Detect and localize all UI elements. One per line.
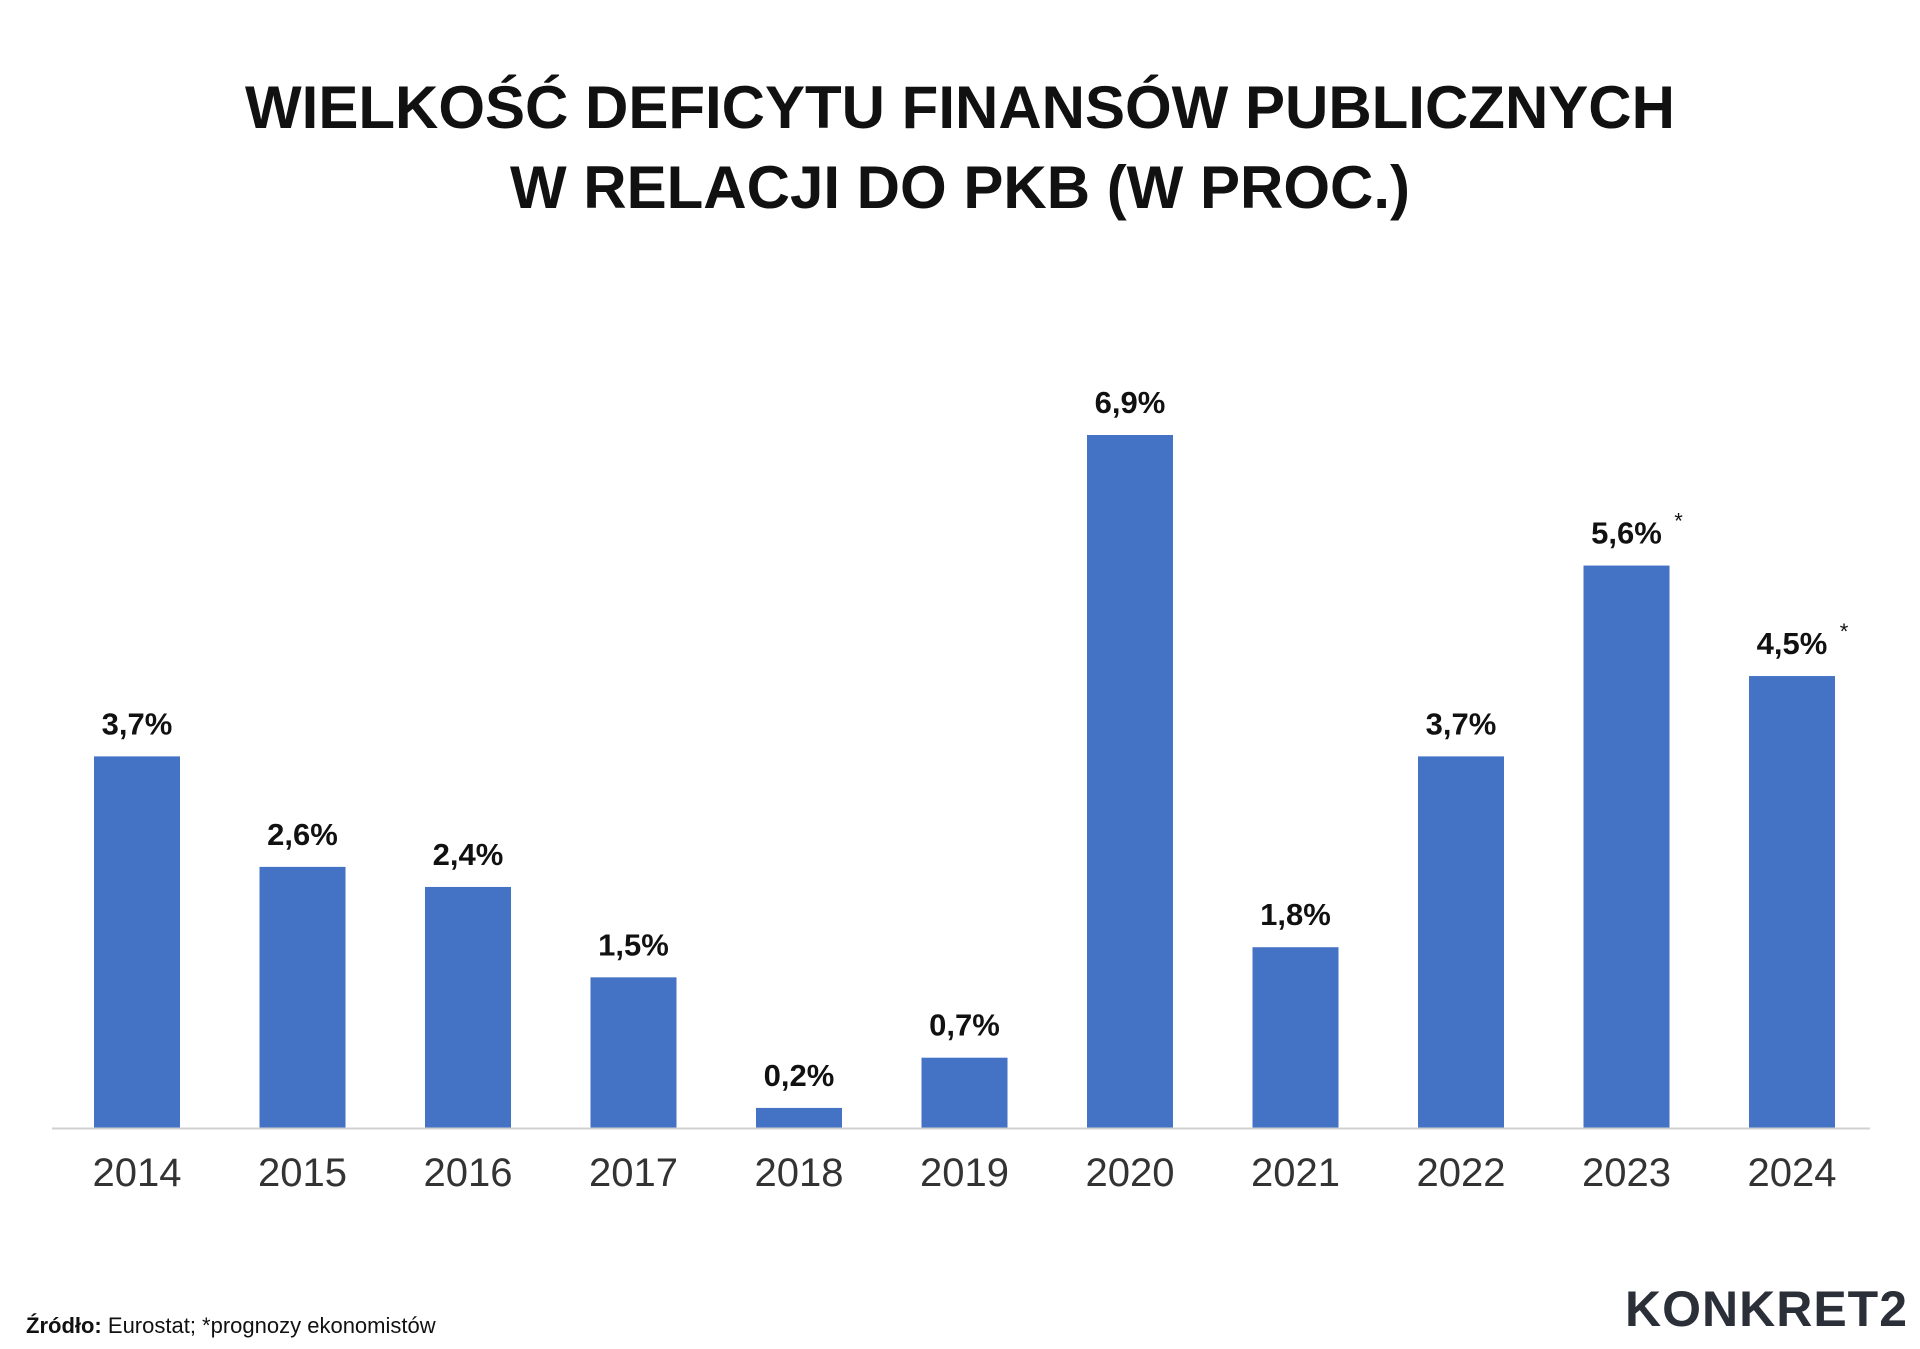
x-tick-2022: 2022 [1417, 1151, 1506, 1195]
source-label: Źródło: [26, 1313, 102, 1338]
data-label-2020: 6,9% [1095, 385, 1166, 420]
bar-2022 [1418, 756, 1504, 1128]
source-note: Źródło: Eurostat; *prognozy ekonomistów [26, 1313, 436, 1339]
bar-2020 [1087, 435, 1173, 1128]
x-tick-2023: 2023 [1582, 1151, 1671, 1195]
x-tick-2020: 2020 [1086, 1151, 1175, 1195]
bar-2016 [425, 886, 511, 1128]
bar-2015 [259, 866, 346, 1128]
data-label-2016: 2,4% [433, 837, 504, 872]
bar-2023 [1583, 565, 1670, 1128]
bar-2024 [1749, 676, 1835, 1128]
forecast-mark-2023: * [1674, 509, 1683, 534]
x-tick-2014: 2014 [93, 1151, 182, 1195]
data-label-2018: 0,2% [764, 1058, 835, 1093]
bar-2019 [921, 1057, 1008, 1128]
bar-2018 [756, 1107, 842, 1128]
x-tick-2017: 2017 [589, 1151, 678, 1195]
data-label-2021: 1,8% [1260, 897, 1331, 932]
x-tick-2024: 2024 [1748, 1151, 1837, 1195]
data-label-2014: 3,7% [102, 706, 173, 741]
data-label-2017: 1,5% [598, 927, 669, 962]
bar-labels-group: 3,7% 2,6% 2,4% 1,5% 0,2% 0,7% 6,9% 1,8% 3,7% 5,6%… [102, 385, 1849, 1093]
bars-group [94, 435, 1835, 1128]
data-label-2023: 5,6% [1591, 516, 1662, 551]
bar-2014 [94, 756, 180, 1128]
x-tick-2015: 2015 [258, 1151, 347, 1195]
konkret24-logo: KONKRET24 [1625, 1281, 1905, 1336]
x-tick-2021: 2021 [1251, 1151, 1340, 1195]
x-tick-2019: 2019 [920, 1151, 1009, 1195]
forecast-mark-2024: * [1840, 619, 1849, 644]
x-tick-2016: 2016 [424, 1151, 513, 1195]
chart-title: WIELKOŚĆ DEFICYTU FINANSÓW PUBLICZNYCH W… [0, 68, 1920, 228]
bar-2017 [590, 977, 677, 1128]
data-label-2019: 0,7% [929, 1008, 1000, 1043]
chart-title-line-1: WIELKOŚĆ DEFICYTU FINANSÓW PUBLICZNYCH [245, 74, 1675, 141]
data-label-2024: 4,5% [1757, 626, 1828, 661]
source-text: Eurostat; *prognozy ekonomistów [107, 1313, 436, 1338]
data-label-2022: 3,7% [1426, 706, 1497, 741]
chart-title-line-2: W RELACJI DO PKB (W PROC.) [510, 154, 1410, 221]
x-tick-labels-group: 2014 2015 2016 2017 2018 2019 2020 2021 2022 2023… [93, 1151, 1837, 1195]
bar-2021 [1252, 947, 1339, 1128]
data-label-2015: 2,6% [267, 817, 338, 852]
logo-wordmark: KONKRET24 [1625, 1281, 1905, 1336]
x-tick-2018: 2018 [755, 1151, 844, 1195]
